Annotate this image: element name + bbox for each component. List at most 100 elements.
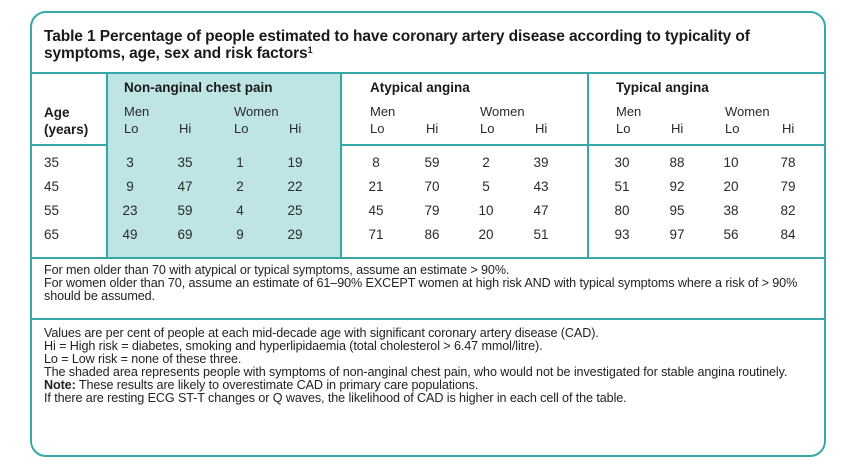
value-cell: 20	[478, 227, 494, 242]
note-hi-definition: Hi = High risk = diabetes, smoking and h…	[44, 339, 543, 353]
value-cell: 84	[780, 227, 796, 242]
value-cell: 69	[177, 227, 193, 242]
value-cell: 80	[614, 203, 630, 218]
divider	[587, 74, 589, 257]
divider	[106, 74, 108, 257]
value-cell: 20	[723, 179, 739, 194]
hi-label: Hi	[426, 121, 439, 136]
hi-label: Hi	[671, 121, 684, 136]
men-label: Men	[616, 104, 642, 119]
value-cell: 29	[287, 227, 303, 242]
value-cell: 45	[368, 203, 384, 218]
title-footnote-marker: 1	[307, 45, 313, 55]
value-cell: 78	[780, 155, 796, 170]
note-lo-definition: Lo = Low risk = none of these three.	[44, 352, 242, 366]
value-cell: 1	[236, 155, 244, 170]
lo-label: Lo	[370, 121, 385, 136]
divider	[340, 74, 342, 257]
value-cell: 10	[723, 155, 739, 170]
women-label: Women	[234, 104, 279, 119]
value-cell: 47	[177, 179, 193, 194]
value-cell: 43	[533, 179, 549, 194]
value-cell: 9	[236, 227, 244, 242]
age-cell: 35	[44, 155, 60, 170]
lo-label: Lo	[725, 121, 740, 136]
value-cell: 59	[424, 155, 440, 170]
value-cell: 51	[533, 227, 549, 242]
table-title: Table 1 Percentage of people estimated t…	[44, 28, 750, 62]
age-header-unit: (years)	[44, 122, 89, 137]
value-cell: 8	[372, 155, 380, 170]
value-cell: 97	[669, 227, 685, 242]
value-cell: 79	[780, 179, 796, 194]
value-cell: 93	[614, 227, 630, 242]
value-cell: 86	[424, 227, 440, 242]
value-cell: 10	[478, 203, 494, 218]
value-cell: 23	[122, 203, 138, 218]
note-label: Note:	[44, 378, 76, 392]
value-cell: 2	[482, 155, 490, 170]
value-cell: 49	[122, 227, 138, 242]
group-title-typical: Typical angina	[616, 80, 709, 95]
hi-label: Hi	[782, 121, 795, 136]
divider	[587, 144, 824, 146]
lo-label: Lo	[480, 121, 495, 136]
note-men-over-70: For men older than 70 with atypical or t…	[44, 263, 510, 277]
value-cell: 70	[424, 179, 440, 194]
value-cell: 38	[723, 203, 739, 218]
value-cell: 59	[177, 203, 193, 218]
value-cell: 22	[287, 179, 303, 194]
notes-legend: Values are per cent of people at each mi…	[44, 327, 804, 405]
lo-label: Lo	[616, 121, 631, 136]
notes-over-70: For men older than 70 with atypical or t…	[44, 264, 804, 303]
value-cell: 71	[368, 227, 384, 242]
value-cell: 25	[287, 203, 303, 218]
women-label: Women	[725, 104, 770, 119]
divider	[340, 144, 587, 146]
hi-label: Hi	[179, 121, 192, 136]
value-cell: 5	[482, 179, 490, 194]
note-shaded-area: The shaded area represents people with s…	[44, 365, 788, 379]
group-title-atypical: Atypical angina	[370, 80, 470, 95]
value-cell: 51	[614, 179, 630, 194]
divider	[32, 144, 106, 146]
value-cell: 35	[177, 155, 193, 170]
hi-label: Hi	[535, 121, 548, 136]
note-women-over-70: For women older than 70, assume an estim…	[44, 276, 798, 303]
note-ecg: If there are resting ECG ST-T changes or…	[44, 391, 627, 405]
non-anginal-shaded-area	[107, 74, 340, 257]
value-cell: 2	[236, 179, 244, 194]
value-cell: 47	[533, 203, 549, 218]
note-overestimate: Note: These results are likely to overes…	[44, 379, 804, 392]
lo-label: Lo	[234, 121, 249, 136]
value-cell: 39	[533, 155, 549, 170]
women-label: Women	[480, 104, 525, 119]
value-cell: 19	[287, 155, 303, 170]
value-cell: 56	[723, 227, 739, 242]
cad-table: Table 1 Percentage of people estimated t…	[30, 11, 826, 457]
men-label: Men	[124, 104, 150, 119]
value-cell: 3	[126, 155, 134, 170]
value-cell: 95	[669, 203, 685, 218]
value-cell: 92	[669, 179, 685, 194]
value-cell: 21	[368, 179, 384, 194]
age-cell: 55	[44, 203, 60, 218]
men-label: Men	[370, 104, 396, 119]
divider	[32, 257, 824, 259]
age-header: Age	[44, 105, 70, 120]
value-cell: 30	[614, 155, 630, 170]
divider	[32, 318, 824, 320]
group-title-non-anginal: Non-anginal chest pain	[124, 80, 273, 95]
hi-label: Hi	[289, 121, 302, 136]
value-cell: 88	[669, 155, 685, 170]
divider	[32, 72, 824, 74]
lo-label: Lo	[124, 121, 139, 136]
value-cell: 9	[126, 179, 134, 194]
value-cell: 4	[236, 203, 244, 218]
age-cell: 65	[44, 227, 60, 242]
age-cell: 45	[44, 179, 60, 194]
value-cell: 82	[780, 203, 796, 218]
value-cell: 79	[424, 203, 440, 218]
note-values-definition: Values are per cent of people at each mi…	[44, 326, 599, 340]
note-text: These results are likely to overestimate…	[75, 378, 479, 392]
